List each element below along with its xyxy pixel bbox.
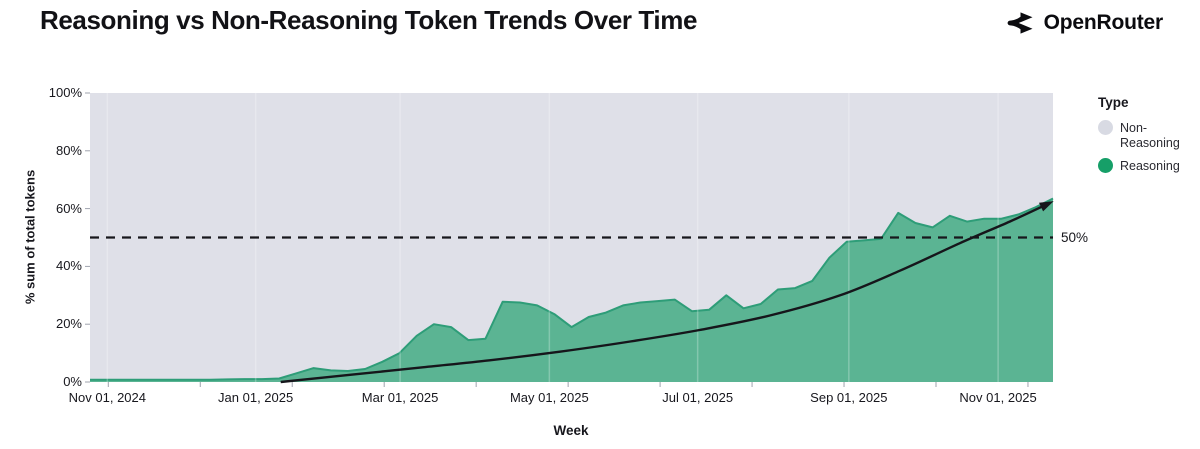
legend-label: Non-Reasoning [1120,121,1180,150]
legend-label: Reasoning [1120,158,1180,173]
plot-area [85,92,1054,387]
legend-items: Non-Reasoning Reasoning [1098,120,1198,174]
y-tick-label: 100% [48,85,82,100]
legend-swatch [1098,157,1113,173]
x-tick-label: Nov 01, 2024 [68,390,146,405]
brand: OpenRouter [1007,9,1163,37]
y-tick-label: 80% [55,142,82,158]
y-tick-label: 20% [55,316,82,332]
legend-item-non-reasoning: Non-Reasoning [1098,120,1198,151]
x-tick-label: Sep 01, 2025 [810,390,888,405]
y-tick-label: 60% [55,200,82,216]
chart-canvas [85,92,1054,387]
reasoning-outline [90,197,1054,381]
x-tick-label: May 01, 2025 [509,390,589,405]
y-axis-title: % sum of total tokens [22,169,38,305]
openrouter-logo-icon [1007,12,1033,34]
x-tick-label: Mar 01, 2025 [361,390,439,405]
reasoning-area [90,198,1053,382]
threshold-label: 50% [1061,230,1089,245]
x-axis-title: Week [553,423,589,438]
page-title: Reasoning vs Non-Reasoning Token Trends … [40,5,698,35]
trend-line [280,201,1051,384]
legend-item-reasoning: Reasoning [1098,157,1198,174]
legend: Type Non-Reasoning Reasoning [1098,95,1198,181]
legend-swatch [1098,120,1113,135]
x-tick-label: Nov 01, 2025 [959,390,1037,405]
brand-name: OpenRouter [1043,11,1164,34]
y-tick-label: 0% [63,374,82,389]
x-tick-label: Jan 01, 2025 [218,390,294,405]
y-tick-label: 40% [55,258,82,274]
x-tick-label: Jul 01, 2025 [662,390,734,405]
legend-title: Type [1098,95,1129,110]
trend-arrowhead [1039,201,1054,212]
